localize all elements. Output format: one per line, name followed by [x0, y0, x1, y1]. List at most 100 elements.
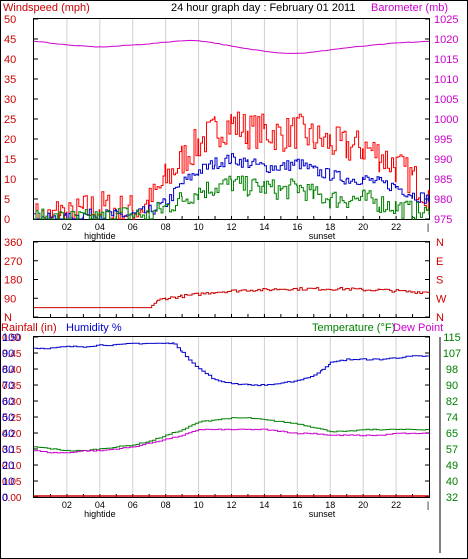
barometer-y-tick-label: 1000	[434, 114, 458, 126]
barometer-y-tick-label: 1015	[434, 54, 458, 66]
humidity-y-tick-label: 40	[2, 428, 14, 440]
temperature-y-tick-label: 107	[443, 348, 461, 360]
barometer-y-tick-label: 1005	[434, 94, 458, 106]
x-tick-label: 04	[95, 222, 105, 232]
x-tick-label: 16	[292, 500, 302, 510]
wind-y-tick-label: 5	[4, 194, 10, 206]
wind-y-tick-label: 35	[4, 74, 16, 86]
barometer-y-tick-label: 980	[434, 194, 452, 206]
humidity-y-tick-label: 10	[2, 476, 14, 488]
temperature-line	[34, 417, 430, 452]
x-annotation-label: sunset	[309, 509, 336, 519]
x-tick-label: |	[427, 222, 429, 232]
dewpoint-label: Dew Point	[393, 322, 443, 334]
x-tick-label: 20	[358, 222, 368, 232]
x-tick-label: 14	[259, 222, 269, 232]
barometer-y-tick-label: 1010	[434, 74, 458, 86]
humidity-y-tick-label: 0	[2, 492, 8, 504]
barometer-label: Barometer (mb)	[371, 2, 448, 14]
x-tick-label: 18	[325, 500, 335, 510]
temperature-y-tick-label: 49	[446, 460, 458, 472]
humidity-y-tick-label: 70	[2, 380, 14, 392]
wind-y-tick-label: 0	[4, 214, 10, 226]
compass-label: W	[436, 293, 447, 305]
x-tick-label: 16	[292, 222, 302, 232]
dewpoint-line	[34, 428, 430, 454]
barometer-line	[33, 39, 429, 54]
rain-y-tick-label: 0.15	[2, 445, 22, 456]
rainfall-label: Rainfall (in)	[1, 322, 57, 334]
x-tick-label: 12	[226, 500, 236, 510]
x-tick-label: 08	[161, 500, 171, 510]
wind-y-tick-label: 15	[4, 154, 16, 166]
barometer-y-tick-label: 975	[434, 214, 452, 226]
rain-y-tick-label: 0.25	[2, 413, 22, 424]
compass-label: N	[436, 237, 444, 249]
x-tick-label: 04	[95, 500, 105, 510]
humidity-y-tick-label: 20	[2, 460, 14, 472]
x-tick-label: 22	[391, 222, 401, 232]
compass-label: E	[436, 256, 443, 268]
temperature-y-tick-label: 115	[443, 332, 461, 344]
graph-title: 24 hour graph day : February 01 2011	[171, 2, 355, 14]
humidity-y-tick-label: 80	[2, 364, 14, 376]
barometer-y-tick-label: 985	[434, 174, 452, 186]
direction-y-tick-label: 180	[4, 275, 22, 287]
temperature-y-tick-label: 74	[446, 412, 458, 424]
wind-y-tick-label: 25	[4, 114, 16, 126]
rain-y-tick-label: 0.50	[2, 333, 22, 344]
direction-y-tick-label: 90	[4, 293, 16, 305]
temperature-y-tick-label: 32	[446, 492, 458, 504]
x-tick-label: 02	[62, 222, 72, 232]
direction-y-tick-label: N	[4, 312, 12, 324]
rain-y-tick-label: 0.00	[2, 493, 22, 504]
humidity-y-tick-label: 50	[2, 412, 14, 424]
wind-y-tick-label: 40	[4, 54, 16, 66]
x-annotation-label: hightide	[84, 231, 116, 241]
temperature-y-tick-label: 65	[446, 428, 458, 440]
x-tick-label: 22	[391, 500, 401, 510]
rain-y-tick-label: 0.45	[2, 349, 22, 360]
rain-y-tick-label: 0.05	[2, 477, 22, 488]
wind-y-tick-label: 10	[4, 174, 16, 186]
wind-y-tick-label: 45	[4, 34, 16, 46]
barometer-y-tick-label: 990	[434, 154, 452, 166]
wind-y-tick-label: 30	[4, 94, 16, 106]
x-tick-label: 02	[62, 500, 72, 510]
x-tick-label: 06	[128, 500, 138, 510]
temperature-y-tick-label: 82	[446, 396, 458, 408]
x-tick-label: 20	[358, 500, 368, 510]
temperature-y-tick-label: 57	[446, 444, 458, 456]
humidity-y-tick-label: 60	[2, 396, 14, 408]
compass-label: N	[436, 312, 444, 324]
x-annotation-label: hightide	[84, 509, 116, 519]
humidity-y-tick-label: 90	[2, 348, 14, 360]
rain-y-tick-label: 0.10	[2, 461, 22, 472]
x-tick-label: 06	[128, 222, 138, 232]
x-tick-label: 10	[194, 500, 204, 510]
x-annotation-label: sunset	[309, 231, 336, 241]
wind-average-line	[34, 153, 430, 220]
humidity-label: Humidity %	[66, 322, 122, 334]
humidity-y-tick-label: 30	[2, 444, 14, 456]
barometer-y-tick-label: 1020	[434, 34, 458, 46]
rain-y-tick-label: 0.20	[2, 429, 22, 440]
rain-y-tick-label: 0.40	[2, 365, 22, 376]
wind-y-tick-label: 20	[4, 134, 16, 146]
x-tick-label: 12	[226, 222, 236, 232]
x-tick-label: 10	[194, 222, 204, 232]
temperature-y-tick-label: 98	[446, 364, 458, 376]
x-tick-label: 18	[325, 222, 335, 232]
direction-y-tick-label: 360	[4, 237, 22, 249]
x-tick-label: 08	[161, 222, 171, 232]
windspeed-label: Windspeed (mph)	[3, 2, 90, 14]
barometer-y-tick-label: 1025	[434, 14, 458, 26]
wind-y-tick-label: 50	[4, 14, 16, 26]
temperature-y-tick-label: 90	[446, 380, 458, 392]
rain-y-tick-label: 0.30	[2, 397, 22, 408]
temperature-y-tick-label: 40	[446, 476, 458, 488]
x-tick-label: 14	[259, 500, 269, 510]
x-tick-label: |	[427, 500, 429, 510]
direction-y-tick-label: 270	[4, 256, 22, 268]
